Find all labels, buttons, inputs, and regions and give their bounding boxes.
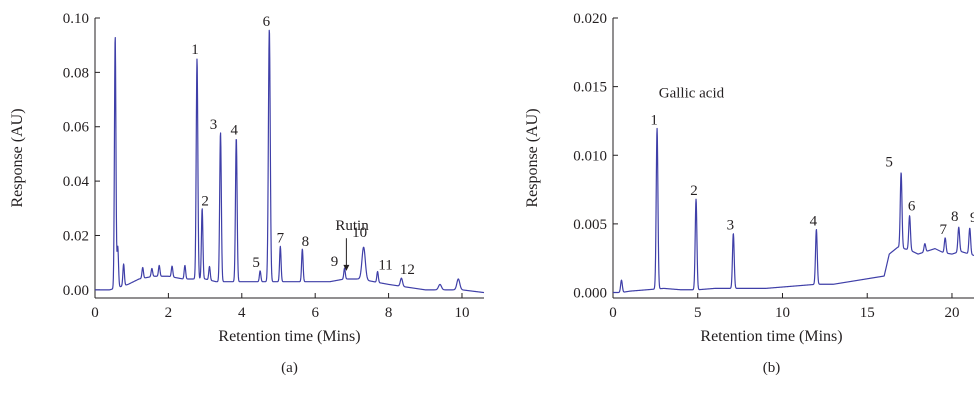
x-tick-label: 8 xyxy=(385,305,393,321)
y-axis-title: Response (AU) xyxy=(9,108,26,207)
y-tick-label: 0.02 xyxy=(63,228,89,244)
y-tick-label: 0.06 xyxy=(63,120,90,136)
x-tick-label: 15 xyxy=(860,305,875,321)
x-tick-label: 4 xyxy=(238,305,246,321)
peak-label-4: 4 xyxy=(810,213,818,229)
chromatogram-trace xyxy=(612,127,974,294)
x-tick-label: 10 xyxy=(775,305,790,321)
peak-label-9: 9 xyxy=(970,210,974,226)
peak-label-2: 2 xyxy=(690,183,698,199)
y-tick-label: 0.08 xyxy=(63,65,89,81)
x-tick-label: 2 xyxy=(165,305,173,321)
chromatogram-trace xyxy=(94,29,485,294)
peak-label-1: 1 xyxy=(650,112,658,128)
peak-label-1: 1 xyxy=(191,42,199,58)
y-tick-label: 0.010 xyxy=(573,148,607,164)
x-axis-title: Retention time (Mins) xyxy=(218,328,360,345)
peak-label-7: 7 xyxy=(939,222,947,238)
annotation-label: Gallic acid xyxy=(659,86,725,102)
peak-label-12: 12 xyxy=(400,262,415,278)
peak-label-11: 11 xyxy=(378,257,392,273)
peak-label-3: 3 xyxy=(727,217,735,233)
panel-label: (b) xyxy=(763,360,781,376)
x-tick-label: 0 xyxy=(609,305,617,321)
panel-label: (a) xyxy=(281,360,298,376)
y-tick-label: 0.005 xyxy=(573,217,607,233)
peak-label-4: 4 xyxy=(231,123,239,139)
x-tick-label: 5 xyxy=(694,305,702,321)
x-tick-label: 6 xyxy=(311,305,319,321)
peak-label-5: 5 xyxy=(885,155,893,171)
x-tick-label: 0 xyxy=(91,305,99,321)
peak-label-8: 8 xyxy=(951,209,959,225)
y-tick-label: 0.04 xyxy=(63,174,90,190)
peak-label-9: 9 xyxy=(331,254,339,270)
peak-label-7: 7 xyxy=(277,230,285,246)
peak-label-2: 2 xyxy=(201,193,209,209)
y-tick-label: 0.00 xyxy=(63,283,89,299)
peak-label-5: 5 xyxy=(252,255,260,271)
y-tick-label: 0.015 xyxy=(573,80,607,96)
x-axis-title: Retention time (Mins) xyxy=(700,328,842,345)
y-tick-label: 0.10 xyxy=(63,11,89,27)
y-axis-title: Response (AU) xyxy=(524,108,541,207)
x-tick-label: 10 xyxy=(454,305,469,321)
peak-label-6: 6 xyxy=(908,199,916,215)
peak-label-8: 8 xyxy=(302,234,310,250)
peak-label-6: 6 xyxy=(263,14,271,30)
chart-panel-a: 0.00 0.02 0.04 0.06 0.08 0.10 0 2 4 6 8 10 Retention… xyxy=(9,11,485,376)
annotation-arrow-head xyxy=(343,264,350,271)
y-tick-label: 0.000 xyxy=(573,286,607,302)
y-tick-label: 0.020 xyxy=(573,11,607,27)
peak-label-10: 10 xyxy=(352,225,367,241)
x-tick-label: 20 xyxy=(944,305,959,321)
peak-label-3: 3 xyxy=(210,117,218,133)
annotation-label: Rutin xyxy=(335,218,369,234)
